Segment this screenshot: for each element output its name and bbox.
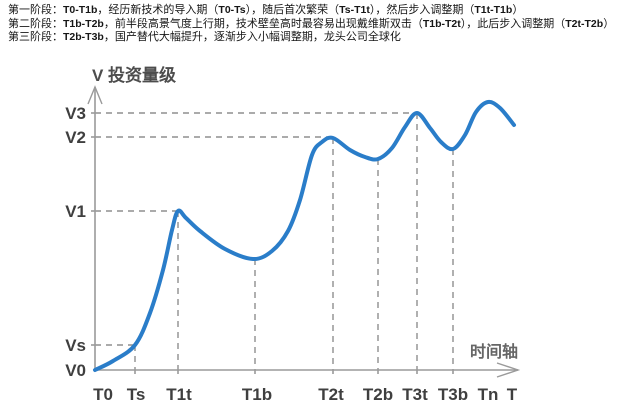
phase-range-code: T1b-T2b (63, 17, 104, 30)
phase-text: 第二阶段： (8, 17, 63, 30)
phase-line-3: 第三阶段：T2b-T3b，国产替代大幅提升，逐渐步入小幅调整期，龙头公司全球化 (8, 31, 618, 45)
phase-range-code: T0-T1b (63, 4, 98, 16)
phase-line-1: 第一阶段：T0-T1b，经历新技术的导入期（T0-Ts），随后首次繁荣（Ts-T… (8, 4, 618, 18)
x-axis-arrow-icon (496, 362, 521, 378)
phase-range-code: T2t-T2b (565, 17, 604, 30)
phase-range-code: T0-Ts (218, 4, 246, 16)
x-axis-label-Ts: Ts (127, 385, 146, 404)
investment-curve (93, 99, 516, 372)
phase-range-code: T1b-T2t (422, 17, 461, 30)
x-axis-label-T3b: T3b (438, 385, 468, 404)
phase-text: ），此后步入调整期（ (460, 17, 566, 30)
phase-text: ），然后步入调整期（ (369, 4, 475, 16)
phase-text: 第一阶段： (8, 4, 63, 16)
phase-description: 第一阶段：T0-T1b，经历新技术的导入期（T0-Ts），随后首次繁荣（Ts-T… (8, 4, 618, 45)
x-axis-title: 时间轴 (470, 342, 518, 361)
x-axis-label-Tn: Tn (478, 385, 499, 404)
x-axis-label-T1b: T1b (242, 385, 272, 404)
x-axis-label-T: T (507, 385, 518, 404)
x-axis-label-T1t: T1t (166, 385, 192, 404)
phase-range-code: T2b-T3b (63, 31, 104, 43)
x-axis-label-T2b: T2b (363, 385, 393, 404)
phase-text: ，国产替代大幅提升，逐渐步入小幅调整期，龙头公司全球化 (103, 31, 401, 43)
phase-text: 第三阶段： (8, 31, 63, 43)
y-axis-arrow-icon (87, 85, 103, 105)
phase-line-2: 第二阶段：T1b-T2b，前半段高景气度上行期，技术壁垒高时最容易出现戴维斯双击… (8, 18, 618, 32)
phase-text: ） (603, 17, 615, 30)
y-axis-label-V3: V3 (65, 104, 86, 123)
x-axis-label-T3t: T3t (402, 385, 428, 404)
phase-range-code: T1t-T1b (474, 4, 513, 16)
y-axis-label-V1: V1 (65, 202, 86, 221)
phase-text: ，经历新技术的导入期（ (97, 4, 219, 16)
phase-text: ），随后首次繁荣（ (245, 4, 340, 16)
x-axis-label-T0: T0 (93, 385, 113, 404)
y-axis-label-Vs: Vs (65, 336, 86, 355)
y-axis-label-V2: V2 (65, 128, 86, 147)
phase-text: ） (512, 4, 524, 16)
y-axis-label-V0: V0 (65, 361, 86, 380)
x-axis-label-T2t: T2t (318, 385, 344, 404)
phase-range-code: Ts-T1t (339, 4, 370, 16)
phase-text: ，前半段高景气度上行期，技术壁垒高时最容易出现戴维斯双击（ (103, 17, 423, 30)
y-axis-title: V 投资量级 (92, 65, 176, 85)
